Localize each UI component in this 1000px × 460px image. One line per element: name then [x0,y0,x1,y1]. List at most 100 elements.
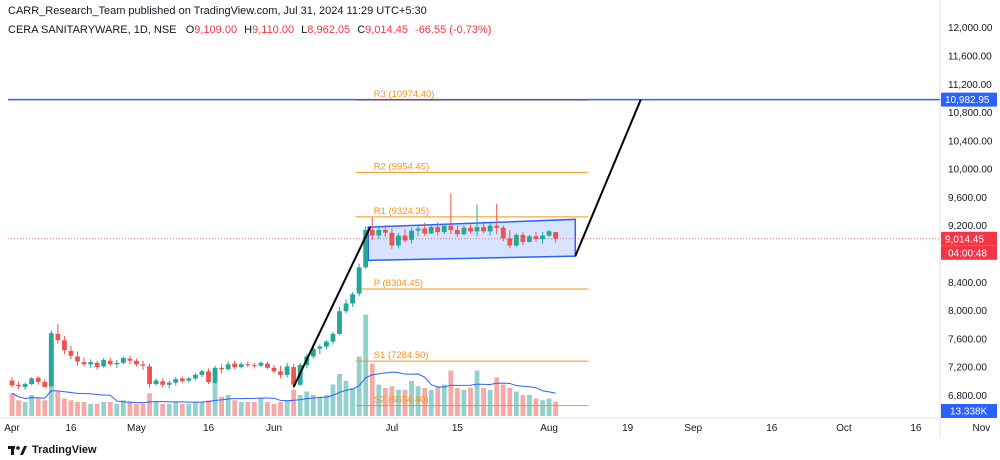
volume-bar [22,402,28,416]
volume-bar [337,374,342,416]
candle-body [219,367,224,370]
volume-bar [382,388,388,416]
candle-body [251,364,257,366]
volume-bar [435,386,441,416]
volume-bar [284,400,290,416]
candle-body [62,340,67,351]
candle-body [147,366,152,385]
volume-bar [468,388,473,416]
volume-bar [278,402,283,416]
y-tick-label: 7,600.00 [948,334,987,345]
volume-bar [219,396,224,416]
candle-body [22,384,28,387]
volume-bar [140,403,146,416]
candle-body [238,364,244,368]
volume-bar [389,386,395,416]
volume-bar [29,395,35,416]
candle-body [258,362,264,366]
volume-bar [324,395,329,416]
volume-bar [238,402,244,416]
volume-bar [120,400,126,416]
volume-bar [350,388,355,416]
candle-body [553,232,559,239]
candle-body [324,341,329,347]
volume-bar [409,381,414,416]
tradingview-logo-icon [8,446,27,455]
volume-bar [199,402,205,416]
candle-body [461,227,467,235]
pivot-level-label: R1 (9324.35) [374,206,429,217]
candle-body [29,378,35,385]
candle-body [120,357,126,363]
pivot-level-label: S1 (7284.50) [374,350,429,361]
y-tick-label: 6,800.00 [948,391,987,402]
volume-bar [258,398,264,416]
candle-body [474,227,480,232]
volume-bar [16,400,21,416]
candle-body [166,382,172,385]
volume-bar [330,384,336,416]
candle-body [337,311,342,334]
volume-bar [310,395,316,416]
candle-body [343,303,349,312]
volume-bar [134,403,139,416]
volume-bar [487,389,493,416]
volume-bar [251,402,257,416]
footer: TradingView [8,444,97,456]
low-label: L [301,24,308,36]
x-tick-label: Oct [836,423,852,434]
candle-body [350,294,355,304]
y-tick-label: 12,000.00 [948,23,993,34]
volume-tag-bg [941,404,997,418]
candle-body [94,362,100,368]
volume-bar [232,400,238,416]
x-tick-label: Apr [4,423,20,434]
candle-body [88,362,93,365]
volume-bar [147,393,152,416]
candle-body [468,227,473,232]
pivot-level-label: R2 (9954.45) [374,161,429,172]
open-value: 9,109.00 [194,24,238,36]
x-tick-label: Nov [973,423,991,434]
volume-bar [415,386,421,416]
projection-line [574,99,642,257]
candle-body [415,228,421,231]
candle-body [382,229,388,233]
volume-bar [317,396,323,416]
volume-bar [428,389,434,416]
candle-body [55,333,61,341]
volume-bar [481,388,486,416]
volume-bar [160,403,166,416]
x-tick-label: May [127,423,146,434]
x-tick-label: Jul [386,423,399,434]
candle-body [68,350,74,356]
volume-bar [225,395,231,416]
candle-body [75,356,80,362]
candle-body [422,228,428,234]
volume-bar [265,402,270,416]
volume-bar [500,384,506,416]
candle-body [186,378,192,381]
candle-body [441,225,447,233]
y-tick-label: 7,200.00 [948,363,987,374]
countdown-tag: 04:00:48 [948,248,987,259]
change-value: -66.55 (-0.73%) [415,24,492,36]
volume-bar [166,403,172,416]
candle-body [389,232,395,246]
tradingview-brand[interactable]: TradingView [32,444,97,456]
x-tick-label: 16 [203,423,215,434]
volume-bar [291,389,297,416]
volume-bar [193,402,198,416]
candle-body [310,348,316,357]
publish-info: CARR_Research_Team published on TradingV… [8,5,427,17]
volume-bar [343,381,349,416]
candle-body [245,364,251,366]
candle-body [107,360,113,365]
y-tick-label: 9,600.00 [948,193,987,204]
y-tick-label: 10,800.00 [948,108,993,119]
ohlc-legend: CERA SANITARYWARE, 1D, NSE O9,109.00 H9,… [8,24,495,36]
x-tick-label: Aug [540,423,558,434]
candle-body [101,360,107,367]
symbol-title[interactable]: CERA SANITARYWARE, 1D, NSE [8,24,177,36]
